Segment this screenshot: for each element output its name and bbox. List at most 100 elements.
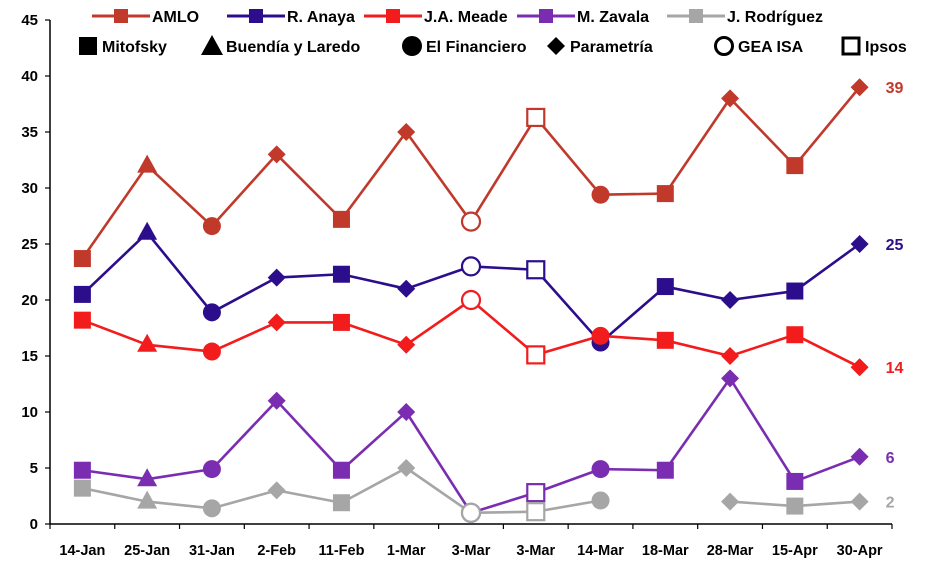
data-point <box>137 154 158 173</box>
data-point <box>460 502 482 523</box>
x-tick-label: 30-Apr <box>837 543 883 559</box>
end-labels: 39 25 14 6 2 <box>886 80 904 511</box>
data-point <box>850 492 869 511</box>
data-markers <box>73 78 869 523</box>
data-point <box>202 499 221 518</box>
legend-shape-circle <box>402 36 422 56</box>
legend-marker <box>249 9 263 23</box>
x-tick-label: 2-Feb <box>257 543 296 559</box>
data-point <box>721 89 740 108</box>
data-point <box>850 447 869 466</box>
data-point <box>397 459 416 477</box>
data-point <box>137 333 158 352</box>
y-tick-label: 30 <box>21 180 38 197</box>
legend-shape-diamond <box>547 37 565 55</box>
x-tick-label: 14-Mar <box>577 543 624 559</box>
legend-pollster-label: Parametría <box>570 39 653 56</box>
data-point <box>656 461 674 479</box>
data-point <box>267 268 286 287</box>
data-point <box>721 492 740 511</box>
x-tick-label: 31-Jan <box>189 543 235 559</box>
y-tick-label: 0 <box>30 516 38 533</box>
legend-pollster-label: El Financiero <box>426 39 527 56</box>
data-point <box>591 491 610 510</box>
legend-marker <box>539 9 553 23</box>
legend-label: R. Anaya <box>287 9 355 26</box>
data-point <box>460 289 482 311</box>
legend-label: AMLO <box>152 9 199 26</box>
data-point <box>202 217 221 236</box>
x-tick-label: 15-Apr <box>772 543 818 559</box>
y-tick-label: 5 <box>30 460 38 477</box>
data-point <box>656 185 674 203</box>
data-point <box>137 490 158 509</box>
data-point <box>267 313 286 332</box>
legend-marker <box>689 9 703 23</box>
data-point <box>591 326 610 345</box>
legend-pollster-label: GEA ISA <box>738 39 804 56</box>
data-point <box>397 279 416 298</box>
data-point <box>721 369 740 388</box>
end-value-label: 39 <box>886 80 904 97</box>
x-tick-label: 11-Feb <box>318 543 364 559</box>
data-point <box>786 472 804 490</box>
legend-pollster-label: Mitofsky <box>102 39 167 56</box>
data-point <box>526 502 546 522</box>
legend-label: J.A. Meade <box>424 9 508 26</box>
series-line-r-anaya <box>81 231 861 344</box>
end-value-label: 6 <box>886 450 895 467</box>
data-point <box>460 256 482 277</box>
x-tick-label: 28-Mar <box>707 543 754 559</box>
pollster-legend: Mitofsky Buendía y Laredo El Financiero Par… <box>79 35 907 56</box>
legend-pollster-label: Buendía y Laredo <box>226 39 360 56</box>
legend-shape-triangle <box>201 35 223 55</box>
series-legend: AMLO R. Anaya J.A. Meade M. Zavala J. Rodríg… <box>92 9 823 26</box>
data-point <box>73 311 91 329</box>
data-point <box>850 78 869 97</box>
data-point <box>721 347 740 365</box>
data-point <box>397 403 416 421</box>
x-tick-label: 3-Mar <box>516 543 555 559</box>
data-point <box>526 260 546 280</box>
y-tick-label: 20 <box>21 292 38 309</box>
y-tick-label: 40 <box>21 68 38 85</box>
series-line-m-zavala <box>82 377 861 515</box>
x-tick-label: 14-Jan <box>59 543 105 559</box>
series-line-amlo <box>81 86 861 260</box>
legend-pollster-label: Ipsos <box>865 39 907 56</box>
x-tick-label: 25-Jan <box>124 543 170 559</box>
data-point <box>332 210 350 228</box>
y-tick-label: 10 <box>21 404 38 421</box>
y-tick-label: 15 <box>21 348 38 365</box>
data-point <box>786 157 804 175</box>
legend-shape-square <box>79 37 97 55</box>
data-point <box>332 461 350 479</box>
legend-shape-open-square <box>841 36 861 56</box>
x-tick-label: 1-Mar <box>387 543 426 559</box>
y-tick-label: 45 <box>21 12 38 29</box>
data-point <box>850 235 869 253</box>
data-point <box>267 481 286 500</box>
legend-label: M. Zavala <box>577 9 649 26</box>
data-point <box>202 460 221 479</box>
data-point <box>267 145 286 164</box>
y-tick-label: 35 <box>21 124 38 141</box>
data-point <box>332 313 350 331</box>
data-point <box>73 285 91 303</box>
axes: 0 5 10 15 20 25 30 35 40 45 14-Jan 25-Jan 31-Jan 2-Fe… <box>21 12 893 559</box>
data-point <box>591 185 610 204</box>
data-point <box>786 326 804 344</box>
data-point <box>73 479 91 497</box>
data-point <box>526 107 546 128</box>
data-point <box>332 265 350 283</box>
data-point <box>721 291 740 309</box>
data-point <box>526 345 546 365</box>
data-point <box>850 358 869 377</box>
data-point <box>786 497 804 515</box>
data-point <box>786 282 804 300</box>
end-value-label: 2 <box>886 495 895 512</box>
data-point <box>591 460 610 479</box>
data-point <box>460 211 482 232</box>
data-point <box>267 391 286 410</box>
